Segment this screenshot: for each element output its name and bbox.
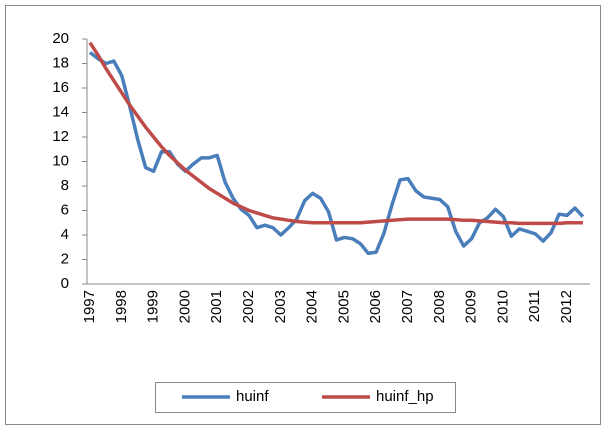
x-tick-label: 2000 — [176, 290, 193, 323]
x-tick-label: 1998 — [113, 290, 130, 323]
x-tick-label: 2006 — [367, 290, 384, 323]
y-tick-label: 20 — [52, 30, 69, 47]
x-tick-label: 2011 — [526, 290, 543, 322]
legend-label: huinf_hp — [376, 388, 434, 405]
y-tick-label: 2 — [61, 250, 69, 267]
y-tick-label: 6 — [61, 201, 69, 218]
x-tick-label: 2008 — [431, 290, 448, 323]
x-tick-label: 2001 — [208, 290, 225, 323]
line-series — [88, 41, 583, 226]
x-tick-label: 2010 — [494, 290, 511, 323]
y-tick-label: 0 — [61, 275, 69, 292]
y-tick-label: 8 — [61, 177, 69, 194]
x-tick-label: 1997 — [81, 290, 98, 323]
y-tick-label: 14 — [52, 103, 69, 120]
x-tick-label: 2002 — [240, 290, 257, 323]
y-tick-label: 10 — [52, 152, 69, 169]
legend-label: huinf — [236, 388, 269, 405]
x-tick-label: 2012 — [558, 290, 575, 323]
y-tick-label: 18 — [52, 54, 69, 71]
x-tick-label: 2007 — [399, 290, 416, 323]
y-tick-label: 12 — [52, 128, 69, 145]
x-tick-label: 2003 — [272, 290, 289, 323]
x-tick-label: 2005 — [335, 290, 352, 323]
x-tick-label: 2004 — [304, 290, 321, 323]
y-tick-label: 4 — [61, 226, 69, 243]
x-tick-label: 2009 — [463, 290, 480, 323]
x-tick-label: 1999 — [145, 290, 162, 323]
y-tick-label: 16 — [52, 79, 69, 96]
chart-frame — [5, 5, 601, 425]
